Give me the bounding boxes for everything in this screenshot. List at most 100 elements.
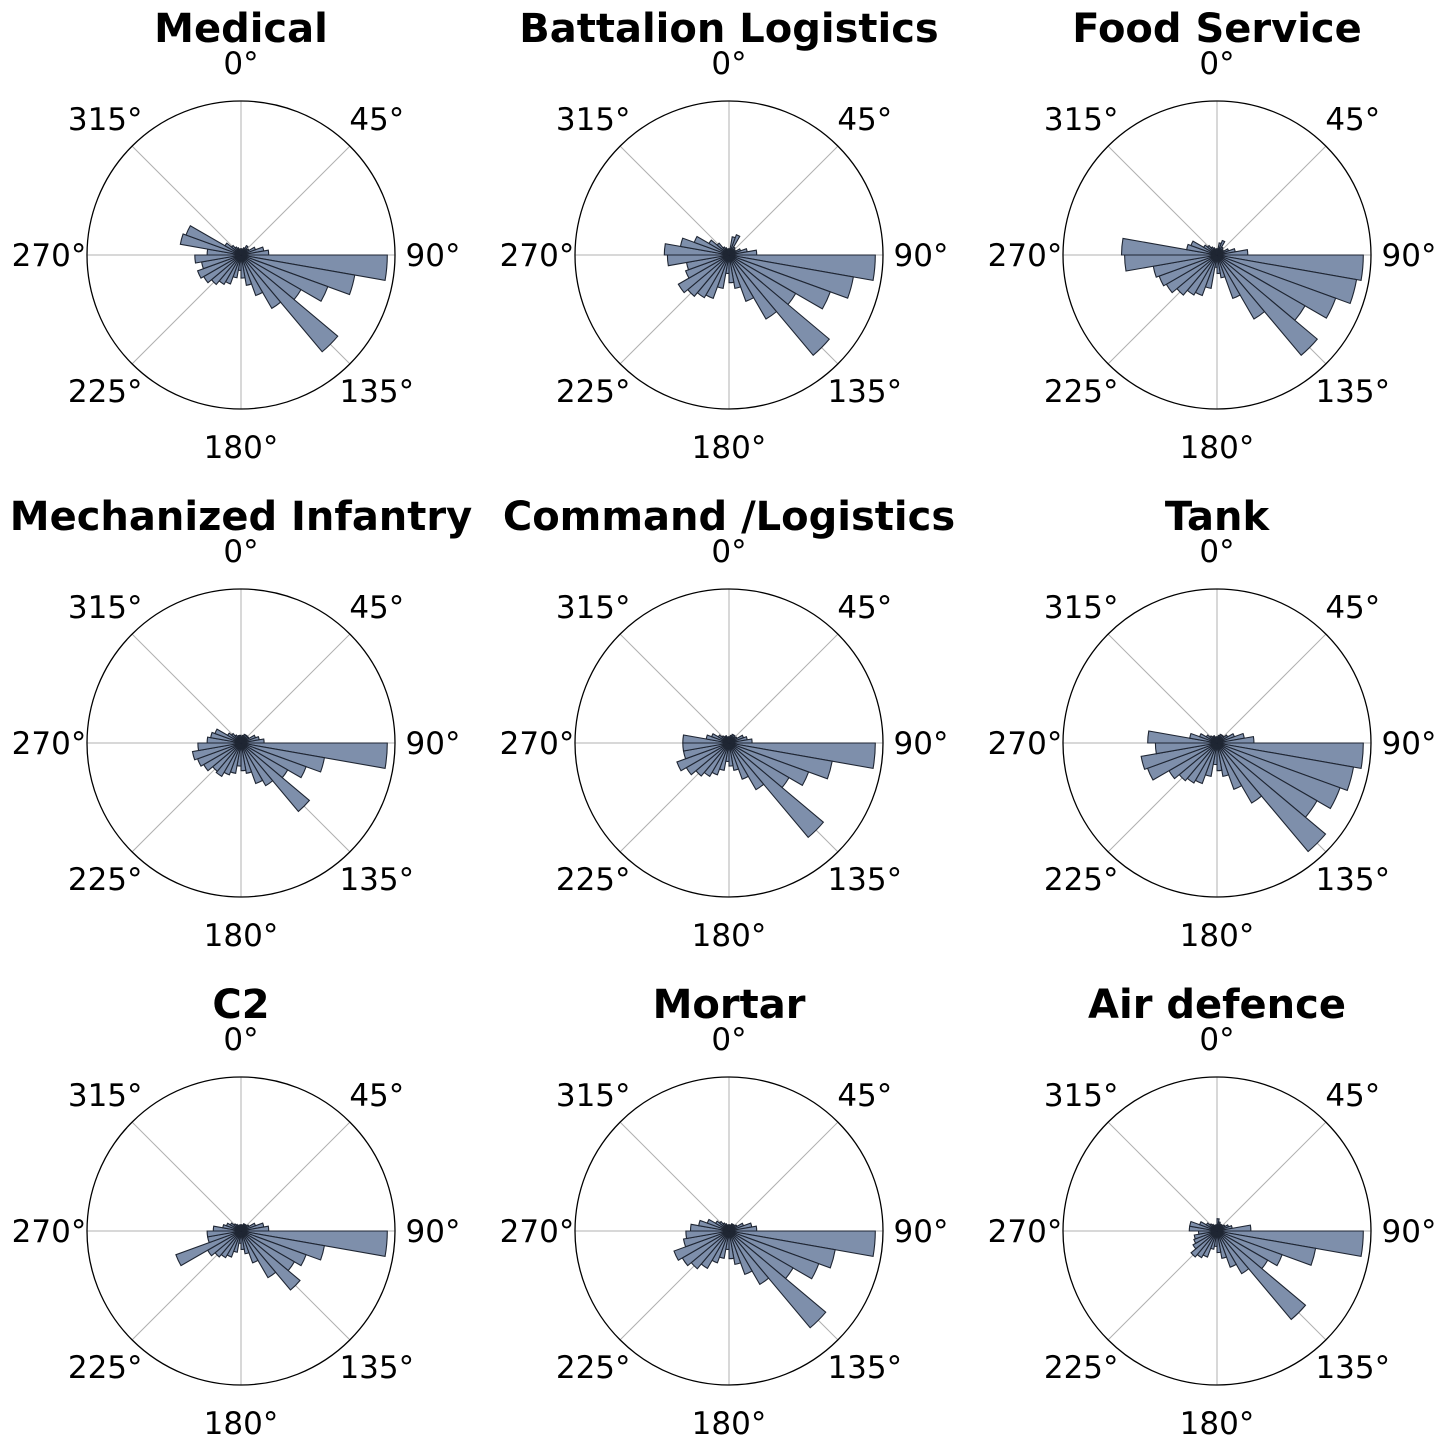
angular-grid-line xyxy=(1216,145,1327,256)
histogram-bar xyxy=(728,1230,770,1286)
histogram-bar xyxy=(1216,254,1337,319)
angle-tick-label: 45° xyxy=(349,102,404,138)
histogram-bar xyxy=(1216,254,1241,300)
histogram-bar xyxy=(728,254,742,290)
histogram-bar xyxy=(684,254,730,279)
histogram-bar xyxy=(240,1230,301,1291)
angle-tick-label: 135° xyxy=(827,374,902,410)
angular-grid-line xyxy=(240,1121,351,1232)
angle-tick-label: 270° xyxy=(988,1214,1063,1250)
histogram-bar xyxy=(1216,1230,1238,1268)
angular-grid-line xyxy=(619,145,730,256)
histogram-bar xyxy=(728,1230,753,1276)
angle-tick-label: 0° xyxy=(711,534,746,570)
angle-tick-label: 225° xyxy=(1044,862,1119,898)
angle-tick-label: 315° xyxy=(556,102,631,138)
histogram-bar xyxy=(1216,254,1319,357)
angle-tick-label: 180° xyxy=(1180,1406,1255,1442)
angle-tick-label: 90° xyxy=(1382,726,1437,762)
angular-grid-line xyxy=(1107,1121,1218,1232)
polar-outer-circle xyxy=(86,100,396,410)
histogram-bar xyxy=(1215,1224,1218,1232)
angle-tick-label: 135° xyxy=(339,862,414,898)
histogram-bar xyxy=(240,742,264,785)
angle-tick-label: 180° xyxy=(692,918,767,954)
histogram-bar xyxy=(1190,1230,1218,1258)
angle-tick-label: 315° xyxy=(1044,590,1119,626)
angle-tick-label: 270° xyxy=(12,726,87,762)
panel-title: Medical xyxy=(154,6,328,52)
angle-tick-label: 180° xyxy=(692,1406,767,1442)
angle-tick-label: 225° xyxy=(556,374,631,410)
angle-tick-label: 90° xyxy=(894,1214,949,1250)
histogram-bar xyxy=(728,254,778,320)
histogram-bar xyxy=(728,742,734,767)
angular-grid-line xyxy=(1216,1121,1327,1232)
histogram-bar xyxy=(1216,742,1243,791)
angle-tick-label: 270° xyxy=(12,1214,87,1250)
angle-tick-label: 135° xyxy=(827,862,902,898)
polar-outer-circle xyxy=(1062,100,1372,410)
angle-tick-label: 0° xyxy=(711,46,746,82)
histogram-bar xyxy=(727,1224,730,1232)
histogram-bar xyxy=(1216,742,1341,810)
angular-grid-line xyxy=(1107,145,1218,256)
angle-tick-label: 90° xyxy=(1382,238,1437,274)
angle-tick-label: 45° xyxy=(349,590,404,626)
angle-tick-label: 90° xyxy=(1382,1214,1437,1250)
histogram-bar xyxy=(240,1230,307,1267)
polar-outer-circle xyxy=(1062,1076,1372,1386)
angular-grid-line xyxy=(240,633,351,744)
histogram-bar xyxy=(240,742,247,772)
histogram-bar xyxy=(215,742,242,778)
angle-tick-label: 0° xyxy=(223,1022,258,1058)
angular-grid-line xyxy=(131,1121,242,1232)
angle-tick-label: 225° xyxy=(556,1350,631,1386)
angle-tick-label: 180° xyxy=(692,430,767,466)
angular-grid-line xyxy=(131,145,242,256)
histogram-bar xyxy=(728,1230,735,1260)
histogram-bar xyxy=(240,254,329,302)
histogram-bar xyxy=(1216,1230,1228,1259)
angle-tick-label: 0° xyxy=(1199,534,1234,570)
histogram-bar xyxy=(240,254,282,310)
angle-tick-label: 315° xyxy=(68,1078,143,1114)
angle-tick-label: 315° xyxy=(68,102,143,138)
panel-title: Command /Logistics xyxy=(503,494,955,540)
angle-tick-label: 270° xyxy=(988,238,1063,274)
angle-tick-label: 315° xyxy=(1044,102,1119,138)
angle-tick-label: 135° xyxy=(827,1350,902,1386)
angle-tick-label: 180° xyxy=(204,1406,279,1442)
histogram-bar xyxy=(1216,742,1230,778)
angle-tick-label: 45° xyxy=(349,1078,404,1114)
histogram-bar xyxy=(240,1230,250,1255)
histogram-bar xyxy=(728,254,831,357)
angle-tick-label: 180° xyxy=(1180,918,1255,954)
histogram-bar xyxy=(240,1230,277,1279)
histogram-bar xyxy=(728,1230,827,1329)
angle-tick-label: 135° xyxy=(1315,374,1390,410)
histogram-bar xyxy=(240,742,311,813)
histogram-bar xyxy=(1215,248,1218,256)
histogram-bar xyxy=(728,742,765,791)
panel-title: Mechanized Infantry xyxy=(10,494,472,540)
angle-tick-label: 45° xyxy=(837,590,892,626)
histogram-bar xyxy=(1193,1230,1218,1245)
angle-tick-label: 135° xyxy=(1315,1350,1390,1386)
histogram-bar xyxy=(239,734,242,744)
angle-tick-label: 225° xyxy=(556,862,631,898)
angle-tick-label: 0° xyxy=(1199,1022,1234,1058)
angle-tick-label: 315° xyxy=(68,590,143,626)
histogram-bar xyxy=(239,248,242,256)
histogram-bar xyxy=(1216,254,1266,320)
panel-title: Food Service xyxy=(1072,6,1362,52)
histogram-bar xyxy=(175,1230,242,1267)
histogram-bar xyxy=(239,1224,242,1232)
angle-tick-label: 225° xyxy=(68,1350,143,1386)
histogram-bar xyxy=(1215,736,1218,744)
angle-tick-label: 45° xyxy=(1325,590,1380,626)
